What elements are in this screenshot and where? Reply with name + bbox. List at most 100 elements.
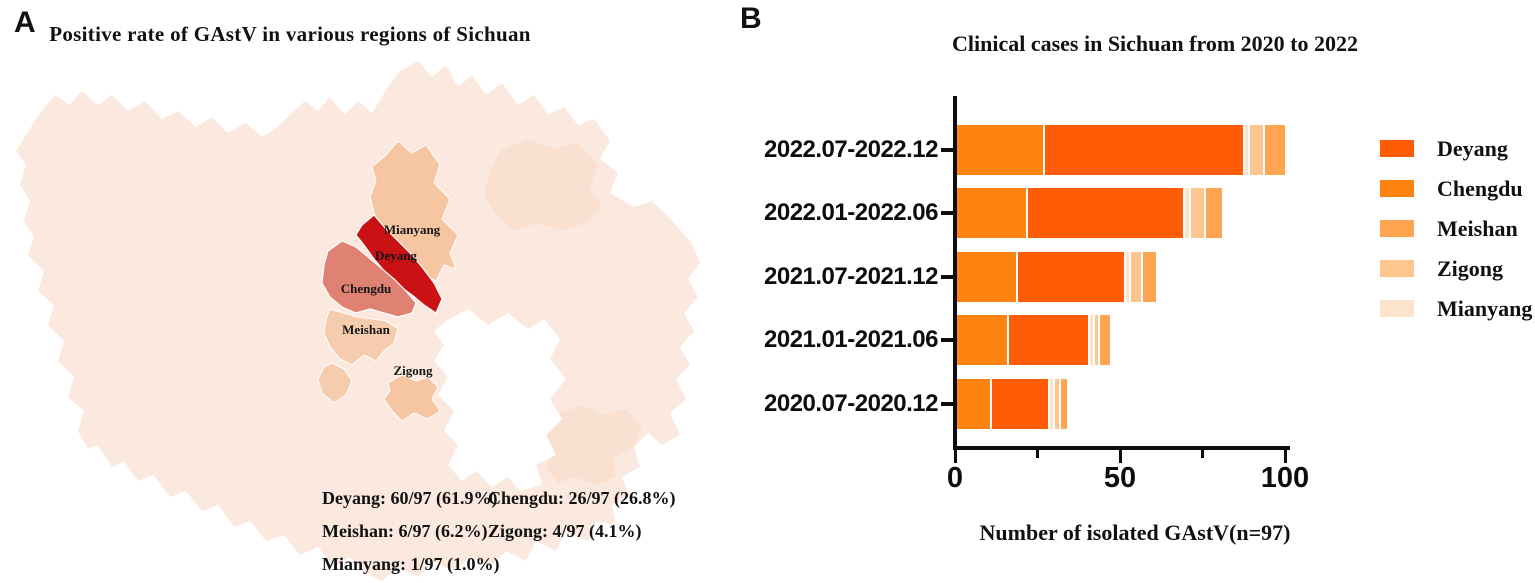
stat-zigong: Zigong: 4/97 (4.1%): [488, 521, 642, 541]
category-label: 2021.07-2021.12: [764, 262, 939, 290]
y-axis-tick: [941, 148, 954, 152]
map-label-zigong: Zigong: [393, 363, 433, 378]
legend-label: Meishan: [1437, 216, 1518, 241]
category-label: 2022.01-2022.06: [764, 199, 939, 227]
stacked-bar-2022.07-2022.12: [957, 125, 1286, 175]
map-region-deyang: [355, 214, 443, 314]
map-region-zigong: [383, 374, 441, 422]
legend-label: Chengdu: [1437, 176, 1523, 201]
bar-segment-chengdu: [957, 315, 1009, 366]
legend-swatch: [1380, 140, 1414, 157]
bar-segment-deyang: [1008, 315, 1090, 366]
category-label: 2020.07-2020.12: [764, 389, 939, 417]
y-axis-tick: [941, 274, 954, 279]
legend-item-zigong: Zigong: [1380, 256, 1532, 281]
x-tick-label: 0: [946, 462, 964, 494]
bar-segment-zigong: [1131, 251, 1144, 302]
bar-segment-meishan: [1143, 251, 1157, 302]
map-region-chengdu: [321, 240, 417, 318]
legend-swatch: [1380, 220, 1414, 237]
bar-segment-deyang: [1028, 188, 1186, 239]
legend-item-chengdu: Chengdu: [1380, 176, 1532, 201]
x-axis-tick: [953, 450, 957, 463]
panel-b-label: B: [740, 2, 762, 35]
map-region-meishan: [323, 308, 399, 366]
bar-segment-zigong: [1094, 315, 1101, 366]
bar-segment-chengdu: [957, 188, 1029, 239]
x-tick-label: 100: [1260, 462, 1310, 494]
bar-segment-meishan: [1060, 378, 1068, 429]
bar-segment-mianyang: [1185, 188, 1191, 239]
x-axis-title: Number of isolated GAstV(n=97): [979, 520, 1291, 545]
bar-segment-mianyang: [1050, 378, 1056, 429]
plot-area: [957, 98, 1293, 450]
bar-segment-zigong: [1190, 188, 1206, 239]
legend-swatch: [1380, 300, 1414, 317]
stacked-bar-2022.01-2022.06: [957, 188, 1223, 239]
panel-b: B Clinical cases in Sichuan from 2020 to…: [720, 0, 1535, 583]
map-region-mianyang: [369, 140, 459, 286]
y-axis-tick: [941, 338, 954, 343]
map-east-notch: [434, 309, 566, 491]
bar-segment-meishan: [1100, 315, 1111, 366]
x-axis-line: [953, 446, 1290, 450]
bar-segment-zigong: [1055, 378, 1061, 429]
bar-segment-meishan: [1265, 125, 1286, 175]
map-label-meishan: Meishan: [342, 322, 390, 337]
map-region-meishan-tail: [317, 362, 353, 404]
legend-label: Deyang: [1437, 136, 1508, 161]
stat-chengdu: Chengdu: 26/97 (26.8%): [488, 488, 676, 508]
stacked-bar-2021.01-2021.06: [957, 315, 1111, 366]
y-axis-tick: [941, 401, 954, 406]
legend-label: Zigong: [1437, 256, 1504, 281]
stacked-bar-2021.07-2021.12: [957, 251, 1157, 302]
category-label: 2022.07-2022.12: [764, 136, 939, 163]
stat-meishan: Meishan: 6/97 (6.2%): [322, 521, 488, 541]
bar-segment-mianyang: [1125, 251, 1132, 302]
sichuan-map: Mianyang Deyang Chengdu Meishan Zigong: [16, 61, 700, 581]
x-axis-tick: [1283, 450, 1287, 463]
stat-deyang: Deyang: 60/97 (61.9%): [322, 488, 498, 508]
panel-a: A Positive rate of GAstV in various regi…: [0, 0, 720, 583]
stats-row: Meishan: 6/97 (6.2%) Zigong: 4/97 (4.1%): [322, 515, 676, 548]
y-axis-tick: [941, 211, 954, 216]
map-shade-patch-north: [484, 139, 602, 231]
bar-segment-deyang: [1044, 125, 1245, 175]
x-axis-tick: [1036, 450, 1039, 458]
legend-item-meishan: Meishan: [1380, 216, 1532, 241]
x-axis-ticks: 0 50 100: [720, 0, 1535, 583]
panel-b-title: Clinical cases in Sichuan from 2020 to 2…: [951, 31, 1358, 56]
bar-segment-mianyang: [1244, 125, 1251, 175]
x-axis-tick: [1201, 450, 1204, 458]
bar-segment-zigong: [1250, 125, 1266, 175]
map-label-deyang: Deyang: [375, 248, 417, 263]
bar-segment-chengdu: [957, 378, 992, 429]
y-axis-line: [953, 96, 957, 450]
bar-segment-chengdu: [957, 251, 1019, 302]
legend-item-mianyang: Mianyang: [1380, 296, 1533, 321]
legend-label: Mianyang: [1437, 296, 1533, 321]
x-axis-tick: [1118, 450, 1122, 463]
bar-segment-chengdu: [957, 125, 1045, 175]
category-label: 2021.01-2021.06: [764, 326, 939, 354]
positivity-stats: Deyang: 60/97 (61.9%) Chengdu: 26/97 (26…: [322, 482, 676, 581]
legend-swatch: [1380, 180, 1414, 197]
stat-mianyang: Mianyang: 1/97 (1.0%): [322, 554, 500, 574]
map-label-chengdu: Chengdu: [341, 281, 392, 296]
bar-segment-mianyang: [1089, 315, 1095, 366]
map-shade-patch-south: [542, 405, 642, 485]
bar-segment-deyang: [1018, 251, 1126, 302]
stats-row: Mianyang: 1/97 (1.0%): [322, 548, 676, 581]
stats-row: Deyang: 60/97 (61.9%) Chengdu: 26/97 (26…: [322, 482, 676, 515]
stacked-bar-2020.07-2020.12: [957, 378, 1068, 429]
legend-item-deyang: Deyang: [1380, 136, 1532, 161]
legend-swatch: [1380, 260, 1414, 277]
map-label-mianyang: Mianyang: [384, 222, 441, 237]
bar-segment-meishan: [1205, 188, 1223, 239]
chart-legend: Deyang Chengdu Meishan Zigong Mianyang: [1380, 136, 1533, 340]
bar-segment-deyang: [992, 378, 1051, 429]
x-tick-label: 50: [1103, 462, 1137, 494]
panel-a-label: A: [14, 6, 36, 39]
category-labels: 2022.07-2022.12 2022.01-2022.06 2021.07-20…: [720, 0, 960, 583]
